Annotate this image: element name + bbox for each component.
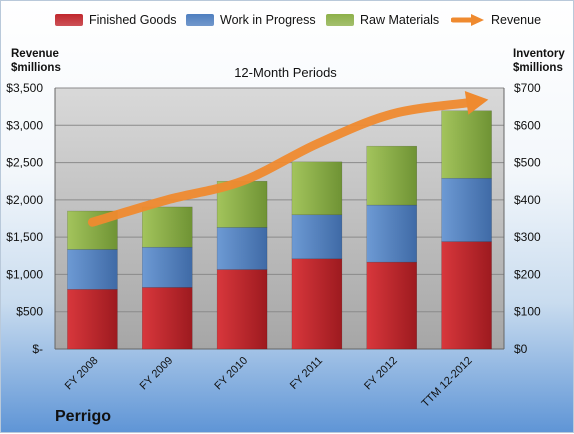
- right-tick-label: $100: [514, 305, 541, 319]
- legend-item-revenue: Revenue: [451, 13, 541, 27]
- bar-work-in-progress: [441, 177, 492, 242]
- legend-swatch: [186, 14, 214, 26]
- x-tick-label: FY 2008: [63, 355, 101, 393]
- legend-item-work-in-progress: Work in Progress: [186, 13, 316, 27]
- left-tick-label: $1,000: [6, 267, 43, 281]
- x-tick-label: FY 2012: [362, 355, 400, 393]
- chart-title: 12-Month Periods: [234, 65, 337, 80]
- x-tick-label: TTM 12-2012: [420, 355, 475, 410]
- right-tick-label: $400: [514, 193, 541, 207]
- legend-swatch: [326, 14, 354, 26]
- legend-item-finished-goods: Finished Goods: [55, 13, 177, 27]
- x-tick-label: FY 2010: [212, 355, 250, 393]
- right-tick-label: $600: [514, 118, 541, 132]
- bar-work-in-progress: [142, 246, 193, 288]
- left-tick-label: $500: [16, 305, 43, 319]
- left-tick-label: $1,500: [6, 230, 43, 244]
- x-tick-label: FY 2009: [138, 355, 176, 393]
- legend-arrow-icon: [451, 14, 484, 26]
- x-tick-label: FY 2011: [288, 355, 325, 392]
- bar-finished-goods: [366, 261, 417, 350]
- left-tick-label: $-: [32, 342, 43, 356]
- right-tick-label: $300: [514, 230, 541, 244]
- revenue-arrowhead: [464, 91, 489, 115]
- bar-finished-goods: [142, 287, 193, 350]
- bar-raw-materials: [366, 145, 417, 206]
- right-axis-title-line1: Inventory: [513, 48, 565, 60]
- legend-label: Revenue: [491, 13, 542, 27]
- legend-label: Raw Materials: [360, 13, 440, 27]
- bar-raw-materials: [142, 206, 193, 248]
- legend-item-raw-materials: Raw Materials: [326, 13, 439, 27]
- left-axis-title-line1: Revenue: [11, 48, 59, 60]
- bar-finished-goods: [67, 289, 118, 350]
- company-name: Perrigo: [55, 408, 112, 425]
- plot-area: [55, 88, 504, 349]
- bar-work-in-progress: [291, 214, 343, 260]
- legend-label: Work in Progress: [220, 13, 316, 27]
- bar-raw-materials: [441, 110, 492, 179]
- legend: Finished Goods Work in Progress Raw Materi…: [1, 13, 574, 37]
- left-axis-title: Revenue $millions: [11, 47, 61, 75]
- legend-swatch: [55, 14, 83, 26]
- right-axis-title-line2: $millions: [513, 62, 563, 74]
- legend-label: Finished Goods: [89, 13, 177, 27]
- bar-work-in-progress: [216, 227, 268, 270]
- left-tick-label: $2,500: [6, 156, 43, 170]
- left-axis-title-line2: $millions: [11, 62, 61, 74]
- left-tick-label: $3,000: [6, 118, 43, 132]
- right-tick-label: $0: [514, 342, 528, 356]
- bar-work-in-progress: [67, 249, 118, 290]
- bar-raw-materials: [216, 180, 268, 228]
- bar-work-in-progress: [366, 204, 417, 263]
- left-tick-label: $2,000: [6, 193, 43, 207]
- bar-finished-goods: [216, 269, 268, 350]
- bar-raw-materials: [291, 161, 343, 216]
- left-tick-label: $3,500: [6, 81, 43, 95]
- right-tick-label: $500: [514, 156, 541, 170]
- revenue-line: [87, 98, 472, 227]
- right-axis-title: Inventory $millions: [513, 47, 565, 75]
- right-tick-label: $200: [514, 267, 541, 281]
- bar-finished-goods: [441, 241, 492, 350]
- right-tick-label: $700: [514, 81, 541, 95]
- bar-finished-goods: [291, 258, 343, 350]
